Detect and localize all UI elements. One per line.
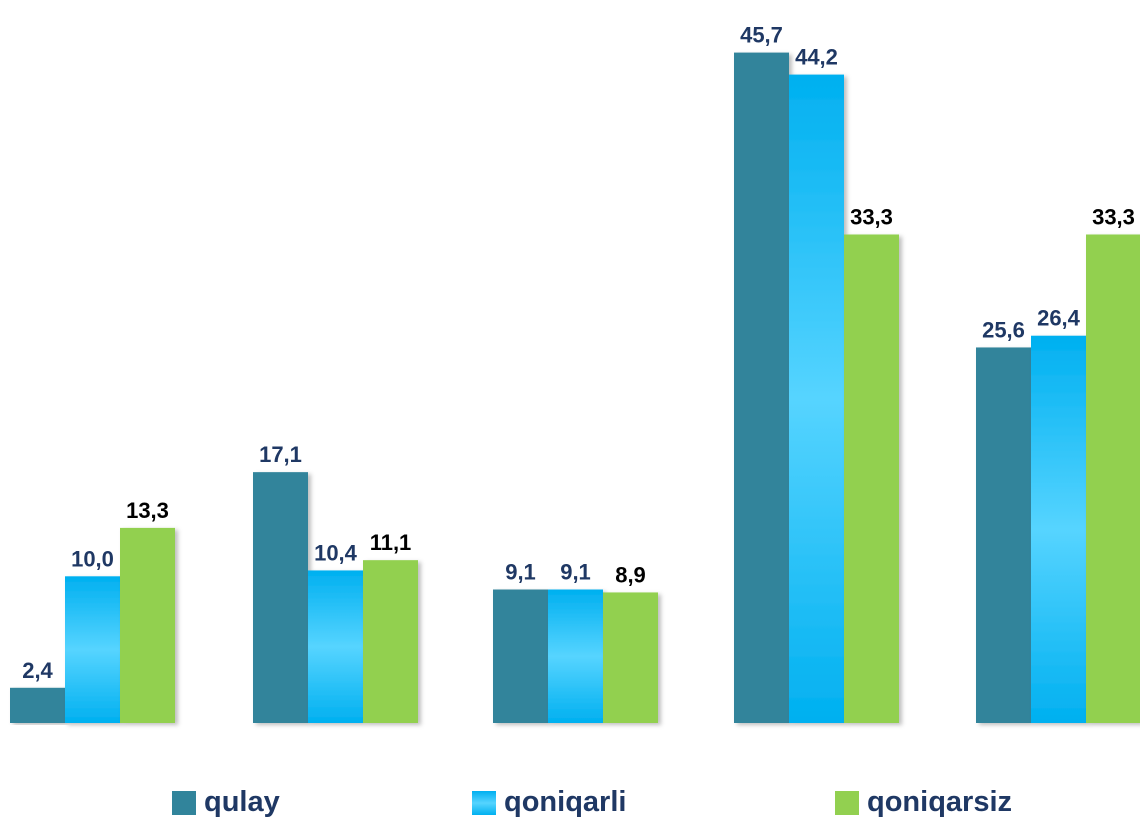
value-label-qoniqarsiz-1: 13,3 [126, 498, 169, 523]
legend-label-qoniqarsiz: qoniqarsiz [867, 786, 1013, 818]
bar-chart: 2,4 17,1 9,1 45,7 25,6 10,0 10,4 9,1 44,2 26,4 13,… [10, 23, 1140, 724]
bar-qulay-3 [493, 589, 548, 723]
bar-qoniqarsiz-2 [363, 560, 418, 723]
legend-swatch-qoniqarsiz [835, 790, 859, 815]
legend-label-qulay: qulay [204, 786, 280, 818]
bar-qulay-5 [976, 347, 1031, 723]
bar-qulay-2 [253, 472, 308, 723]
value-label-qoniqarli-5: 26,4 [1037, 306, 1081, 331]
value-label-qoniqarsiz-4: 33,3 [850, 204, 893, 229]
legend-swatch-qoniqarli [472, 790, 496, 815]
bar-qoniqarsiz-3 [603, 592, 658, 723]
value-label-qoniqarsiz-2: 11,1 [370, 530, 412, 555]
legend-item-qoniqarli: qoniqarli [472, 780, 626, 825]
legend: qulay qoniqarli qoniqarsiz [0, 780, 1140, 825]
bars-group [10, 52, 1140, 724]
bar-qoniqarsiz-1 [120, 527, 175, 723]
bar-qoniqarli-3 [548, 589, 603, 723]
value-label-qulay-1: 2,4 [22, 658, 53, 683]
value-label-qoniqarli-3: 9,1 [560, 560, 591, 585]
legend-swatch-qulay [172, 790, 196, 815]
legend-item-qulay: qulay [172, 780, 280, 825]
value-labels-group: 2,4 17,1 9,1 45,7 25,6 10,0 10,4 9,1 44,2 26,4 13,… [22, 23, 1135, 683]
bar-qulay-1 [10, 687, 65, 723]
bar-qoniqarsiz-5 [1086, 234, 1140, 723]
value-label-qulay-5: 25,6 [982, 317, 1025, 342]
value-label-qulay-2: 17,1 [259, 442, 302, 467]
bar-qoniqarli-4 [789, 74, 844, 723]
value-label-qulay-3: 9,1 [505, 560, 536, 585]
bar-qoniqarli-5 [1031, 335, 1086, 723]
value-label-qoniqarli-4: 44,2 [795, 45, 838, 70]
legend-item-qoniqarsiz: qoniqarsiz [835, 780, 1012, 825]
bar-qoniqarli-2 [308, 570, 363, 723]
bar-qoniqarli-1 [65, 576, 120, 723]
value-label-qoniqarli-1: 10,0 [71, 546, 114, 571]
legend-label-qoniqarli: qoniqarli [504, 786, 627, 818]
value-label-qulay-4: 45,7 [740, 23, 783, 48]
value-label-qoniqarsiz-5: 33,3 [1092, 204, 1135, 229]
bar-qoniqarsiz-4 [844, 234, 899, 723]
value-label-qoniqarsiz-3: 8,9 [615, 562, 646, 587]
value-label-qoniqarli-2: 10,4 [314, 540, 358, 565]
bar-qulay-4 [734, 52, 789, 724]
